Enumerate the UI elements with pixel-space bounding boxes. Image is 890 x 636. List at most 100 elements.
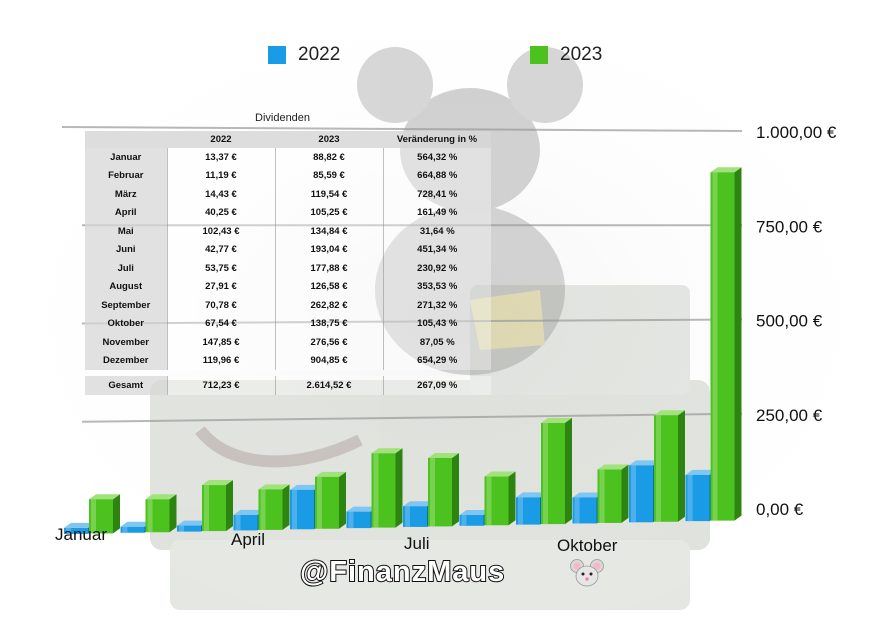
month-cell: August [85,277,167,296]
x-tick-label: Oktober [557,536,618,555]
value-cell: 654,29 % [382,351,491,370]
table-row: September 70,78 €262,82 €271,32 % [85,296,491,315]
month-cell: Januar [85,148,167,167]
legend-swatch-2022 [268,46,286,64]
month-cell: Februar [85,166,167,185]
bar-2023-dezember [710,167,742,521]
bar-2023-märz [202,480,233,532]
x-tick-label: Juli [404,534,430,553]
bar-2023-juli [428,452,459,527]
month-cell: Juli [85,259,167,278]
table-row: August 27,91 €126,58 €353,53 % [85,277,491,296]
value-cell: 193,04 € [274,240,383,259]
month-cell: April [85,203,167,222]
y-tick-label: 1.000,00 € [756,123,837,142]
bar-2023-august [484,471,516,526]
month-cell: März [85,185,167,204]
header-cell: 2022 [167,131,275,148]
bar-2023-april [258,484,290,530]
value-cell: 451,34 % [382,240,491,259]
value-cell: 161,49 % [382,203,491,222]
value-cell: 138,75 € [274,314,383,333]
bar-2023-januar [89,494,120,534]
value-cell: 904,85 € [274,351,383,370]
value-cell: 11,19 € [166,166,275,185]
value-cell: 126,58 € [274,277,383,296]
y-tick-label: 250,00 € [756,406,823,425]
table-row: Juni 42,77 €193,04 €451,34 % [85,240,491,259]
value-cell: 267,09 % [382,376,491,395]
table-total-row: Gesamt 712,23 €2.614,52 €267,09 % [85,376,491,395]
table-row: November 147,85 €276,56 €87,05 % [85,333,491,352]
value-cell: 42,77 € [166,240,275,259]
value-cell: 105,25 € [274,203,383,222]
bar-2022-dezember [685,469,717,522]
value-cell: 134,84 € [274,222,383,241]
header-cell: 2023 [275,131,383,148]
table-header-row: 2022 2023 Veränderung in % [85,131,491,148]
bar-2023-mai [315,471,346,529]
table-row: Februar 11,19 €85,59 €664,88 % [85,166,491,185]
legend-label-2022: 2022 [298,44,341,65]
dividend-table: 2022 2023 Veränderung in % Januar 13,37 €… [85,131,491,395]
brand-handle: @FinanzMaus [299,555,506,589]
value-cell: 40,25 € [166,203,275,222]
bar-2023-oktober [597,464,629,523]
table-row: März 14,43 €119,54 €728,41 % [85,185,491,204]
month-cell: Gesamt [85,376,167,395]
value-cell: 664,88 % [382,166,491,185]
bar-2023-september [541,417,572,525]
month-cell: Juni [85,240,167,259]
gridline [61,126,743,132]
table-row: Juli 53,75 €177,88 €230,92 % [85,259,491,278]
legend-label-2023: 2023 [560,44,603,65]
month-cell: Oktober [85,314,167,333]
value-cell: 276,56 € [274,333,383,352]
value-cell: 147,85 € [166,333,275,352]
bar-2023-februar [145,494,177,533]
y-tick-label: 500,00 € [756,312,823,331]
table-row: Januar 13,37 €88,82 €564,32 % [85,148,491,167]
value-cell: 85,59 € [274,166,383,185]
value-cell: 353,53 % [382,277,491,296]
mouse-face-icon [570,559,604,587]
month-cell: November [85,333,167,352]
legend-swatch-2023 [530,46,548,64]
value-cell: 728,41 % [382,185,491,204]
value-cell: 119,96 € [166,351,275,370]
table-title: Dividenden [255,112,311,124]
bar-2023-juni [371,448,403,528]
value-cell: 70,78 € [166,296,275,315]
month-cell: Mai [85,222,167,241]
table-row: Mai 102,43 €134,84 €31,64 % [85,222,491,241]
value-cell: 31,64 % [382,222,491,241]
gridline [81,412,743,423]
value-cell: 564,32 % [382,148,491,167]
value-cell: 53,75 € [166,259,275,278]
value-cell: 27,91 € [166,277,275,296]
value-cell: 14,43 € [166,185,275,204]
value-cell: 87,05 % [382,333,491,352]
value-cell: 2.614,52 € [274,376,383,395]
value-cell: 712,23 € [166,376,275,395]
table-row: April 40,25 €105,25 €161,49 % [85,203,491,222]
table-row: Oktober 67,54 €138,75 €105,43 % [85,314,491,333]
legend-item-2023: 2023 [530,44,602,66]
legend-item-2022: 2022 [268,44,340,66]
value-cell: 13,37 € [166,148,275,167]
value-cell: 105,43 % [382,314,491,333]
value-cell: 102,43 € [166,222,275,241]
value-cell: 119,54 € [274,185,383,204]
month-cell: Dezember [85,351,167,370]
header-cell [85,131,167,148]
value-cell: 262,82 € [274,296,383,315]
month-cell: September [85,296,167,315]
x-tick-label: April [231,530,265,549]
bar-2023-november [654,410,685,522]
value-cell: 88,82 € [274,148,383,167]
y-tick-label: 750,00 € [756,217,823,236]
x-tick-label: Januar [55,525,107,544]
value-cell: 67,54 € [166,314,275,333]
value-cell: 230,92 % [382,259,491,278]
table-row: Dezember 119,96 €904,85 €654,29 % [85,351,491,370]
